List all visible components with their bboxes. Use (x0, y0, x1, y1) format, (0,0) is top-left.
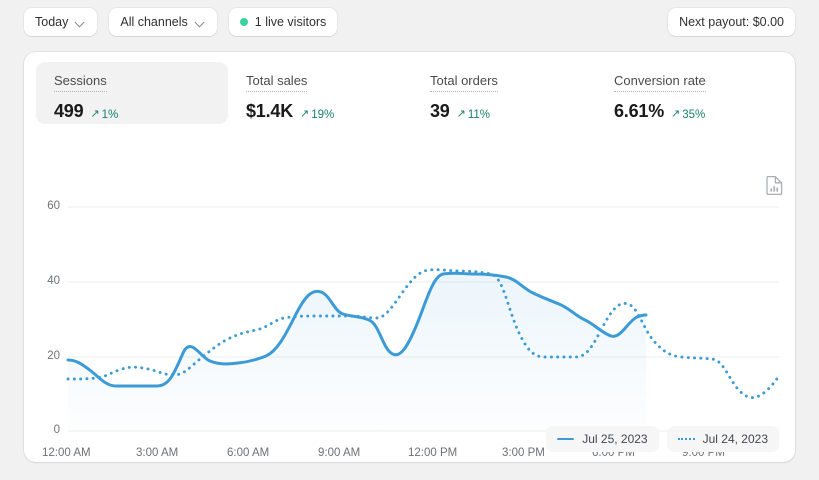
metric-label: Conversion rate (614, 73, 706, 92)
metric-label: Total orders (430, 73, 498, 92)
chevron-down-icon (75, 17, 86, 28)
metric-tab-sessions[interactable]: Sessions 499 ↗ 1% (36, 62, 228, 124)
x-axis-tick: 3:00 AM (136, 447, 179, 459)
metric-delta: ↗ 1% (90, 109, 118, 121)
filter-toolbar: Today All channels 1 live visitors Next … (0, 0, 819, 44)
legend-label: Jul 24, 2023 (702, 432, 768, 446)
metric-delta-value: 19% (311, 108, 335, 121)
series-line-jul25 (66, 271, 648, 388)
x-axis-tick: 3:00 PM (502, 447, 545, 459)
x-axis-tick: 12:00 AM (42, 447, 91, 459)
sessions-chart: 60 40 20 0 12:00 AM 3:00 AM 6:00 AM 9:00… (24, 124, 795, 462)
metric-delta: ↗ 11% (457, 109, 490, 121)
next-payout-button[interactable]: Next payout: $0.00 (668, 8, 795, 36)
metric-delta: ↗ 19% (300, 109, 334, 121)
metric-tabs: Sessions 499 ↗ 1% Total sales $1.4K ↗ 19… (24, 52, 795, 124)
chevron-down-icon (195, 17, 206, 28)
metric-label: Sessions (54, 73, 107, 92)
legend-item-jul24[interactable]: Jul 24, 2023 (666, 426, 779, 452)
legend-item-jul25[interactable]: Jul 25, 2023 (546, 426, 659, 452)
metric-label: Total sales (246, 73, 308, 92)
date-range-label: Today (35, 15, 69, 29)
metric-value: 499 (54, 101, 84, 121)
x-axis-tick: 9:00 AM (318, 447, 361, 459)
x-axis-tick: 6:00 AM (227, 447, 270, 459)
chart-legend: Jul 25, 2023 Jul 24, 2023 (546, 426, 779, 452)
metric-value: 39 (430, 101, 450, 121)
metric-delta-value: 35% (682, 108, 706, 121)
trend-up-icon: ↗ (90, 108, 100, 120)
live-visitors-label: 1 live visitors (254, 15, 327, 29)
dotted-line-swatch-icon (677, 438, 695, 440)
metric-value: $1.4K (246, 101, 294, 121)
analytics-card: Sessions 499 ↗ 1% Total sales $1.4K ↗ 19… (24, 52, 795, 462)
trend-up-icon: ↗ (300, 108, 310, 120)
metric-tab-total-orders[interactable]: Total orders 39 ↗ 11% (412, 62, 592, 124)
trend-up-icon: ↗ (671, 108, 681, 120)
metric-delta-value: 1% (101, 108, 119, 121)
date-range-filter[interactable]: Today (24, 8, 98, 36)
report-document-icon[interactable] (766, 175, 783, 200)
trend-up-icon: ↗ (456, 108, 466, 120)
metric-delta: ↗ 35% (671, 109, 705, 121)
live-status-dot-icon (239, 18, 248, 26)
y-axis-tick: 60 (47, 200, 60, 212)
live-visitors-pill[interactable]: 1 live visitors (228, 8, 338, 36)
y-axis-tick: 0 (53, 424, 60, 436)
channel-filter[interactable]: All channels (109, 8, 217, 36)
solid-line-swatch-icon (557, 438, 575, 440)
metric-value: 6.61% (614, 101, 665, 121)
legend-label: Jul 25, 2023 (582, 432, 648, 446)
channel-filter-label: All channels (120, 15, 188, 29)
y-axis-tick: 40 (47, 275, 60, 287)
chart-canvas (66, 206, 781, 432)
metric-tab-conversion-rate[interactable]: Conversion rate 6.61% ↗ 35% (596, 62, 786, 124)
y-axis-tick: 20 (47, 350, 60, 362)
series-area-jul25 (68, 273, 646, 431)
x-axis-tick: 12:00 PM (408, 447, 458, 459)
metric-delta-value: 11% (467, 108, 491, 121)
metric-tab-total-sales[interactable]: Total sales $1.4K ↗ 19% (228, 62, 408, 124)
next-payout-label: Next payout: $0.00 (679, 15, 784, 29)
